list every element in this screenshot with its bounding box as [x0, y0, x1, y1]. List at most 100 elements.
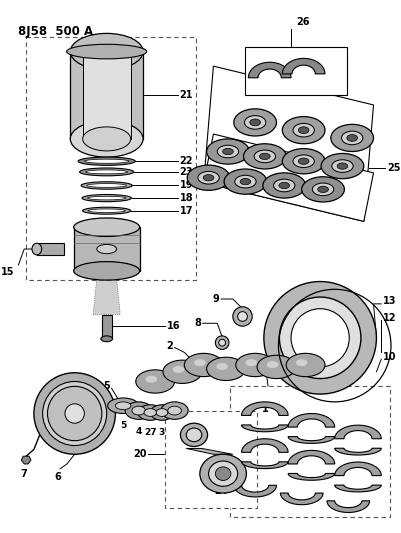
- Ellipse shape: [207, 357, 245, 381]
- Ellipse shape: [245, 116, 266, 129]
- Text: 27: 27: [144, 428, 157, 437]
- Text: 6: 6: [55, 472, 61, 482]
- Ellipse shape: [331, 124, 373, 151]
- Ellipse shape: [194, 359, 206, 366]
- Ellipse shape: [150, 405, 174, 421]
- Ellipse shape: [168, 406, 181, 415]
- Text: 18: 18: [180, 193, 193, 203]
- Text: 10: 10: [383, 352, 397, 362]
- Text: 17: 17: [180, 206, 193, 216]
- Ellipse shape: [144, 409, 157, 416]
- Text: 20: 20: [133, 449, 146, 459]
- Ellipse shape: [279, 182, 290, 189]
- Text: 2: 2: [166, 341, 173, 351]
- Ellipse shape: [215, 336, 229, 350]
- Text: 13: 13: [383, 296, 397, 306]
- Text: 15: 15: [1, 267, 14, 277]
- Ellipse shape: [161, 402, 188, 419]
- Ellipse shape: [78, 157, 135, 165]
- Ellipse shape: [250, 119, 261, 126]
- Ellipse shape: [107, 398, 139, 414]
- Ellipse shape: [235, 175, 256, 188]
- Ellipse shape: [318, 186, 328, 192]
- Text: 14: 14: [168, 427, 181, 436]
- Polygon shape: [335, 462, 381, 475]
- Ellipse shape: [156, 409, 168, 416]
- Bar: [230, 386, 390, 518]
- Ellipse shape: [47, 386, 102, 441]
- Polygon shape: [255, 358, 277, 374]
- Polygon shape: [288, 450, 335, 464]
- Text: 7: 7: [21, 469, 28, 479]
- Ellipse shape: [173, 366, 184, 373]
- Ellipse shape: [254, 150, 275, 163]
- Ellipse shape: [82, 195, 132, 201]
- Polygon shape: [153, 365, 185, 389]
- Bar: [245, 47, 347, 95]
- Ellipse shape: [257, 356, 296, 378]
- Ellipse shape: [132, 406, 146, 415]
- Ellipse shape: [215, 467, 231, 480]
- Polygon shape: [21, 456, 31, 464]
- Ellipse shape: [223, 148, 233, 155]
- Ellipse shape: [184, 353, 223, 377]
- Polygon shape: [204, 134, 373, 221]
- Ellipse shape: [81, 182, 132, 189]
- Polygon shape: [288, 437, 335, 443]
- Ellipse shape: [84, 159, 129, 163]
- Ellipse shape: [87, 196, 126, 200]
- Ellipse shape: [282, 117, 325, 144]
- Ellipse shape: [83, 127, 131, 151]
- Ellipse shape: [146, 376, 157, 383]
- Polygon shape: [335, 485, 381, 492]
- Text: 8: 8: [194, 318, 201, 328]
- Text: 22: 22: [180, 156, 193, 166]
- Bar: [26, 37, 196, 280]
- Ellipse shape: [65, 404, 84, 423]
- Polygon shape: [276, 358, 306, 374]
- Polygon shape: [280, 493, 323, 505]
- Ellipse shape: [43, 382, 107, 446]
- Ellipse shape: [74, 218, 140, 237]
- Ellipse shape: [83, 207, 131, 214]
- Ellipse shape: [200, 454, 246, 493]
- Ellipse shape: [291, 309, 349, 367]
- Text: 11: 11: [284, 360, 298, 370]
- Polygon shape: [282, 59, 325, 74]
- Bar: [74, 227, 140, 271]
- Ellipse shape: [70, 34, 143, 70]
- Ellipse shape: [273, 179, 295, 192]
- Ellipse shape: [224, 169, 267, 194]
- Polygon shape: [225, 358, 256, 376]
- Ellipse shape: [198, 172, 219, 184]
- Ellipse shape: [264, 281, 377, 394]
- Ellipse shape: [337, 163, 348, 169]
- Ellipse shape: [243, 144, 286, 169]
- Text: 19: 19: [180, 181, 193, 190]
- Ellipse shape: [209, 461, 238, 486]
- Text: 24: 24: [215, 486, 228, 496]
- Ellipse shape: [282, 149, 325, 174]
- Bar: [83, 52, 131, 139]
- Ellipse shape: [259, 153, 270, 159]
- Text: 12: 12: [383, 313, 397, 324]
- Polygon shape: [93, 276, 120, 314]
- Ellipse shape: [298, 158, 309, 164]
- Ellipse shape: [302, 177, 344, 202]
- Text: 5: 5: [103, 381, 109, 391]
- Text: 16: 16: [167, 321, 180, 331]
- Ellipse shape: [233, 307, 252, 326]
- Ellipse shape: [125, 402, 152, 419]
- Polygon shape: [248, 62, 291, 78]
- Ellipse shape: [101, 336, 113, 342]
- Polygon shape: [204, 66, 373, 221]
- Text: 9: 9: [213, 294, 219, 304]
- Ellipse shape: [136, 370, 174, 393]
- Ellipse shape: [187, 165, 230, 190]
- Ellipse shape: [88, 209, 126, 213]
- Polygon shape: [186, 448, 233, 454]
- Polygon shape: [327, 501, 370, 512]
- Ellipse shape: [217, 145, 239, 158]
- Text: 8J58  500 A: 8J58 500 A: [18, 26, 93, 38]
- Ellipse shape: [234, 109, 276, 136]
